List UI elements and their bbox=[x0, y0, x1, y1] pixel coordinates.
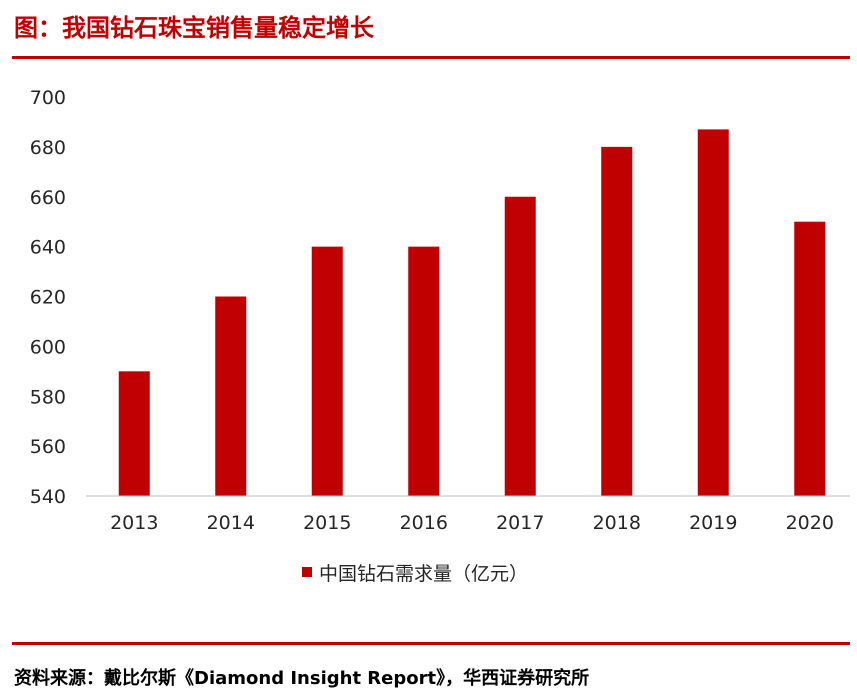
bar-2018 bbox=[601, 146, 633, 496]
bar-2020 bbox=[794, 221, 826, 496]
title-divider bbox=[12, 56, 850, 59]
source-note: 资料来源：戴比尔斯《Diamond Insight Report》，华西证券研究… bbox=[14, 668, 590, 689]
x-tick-label-2017: 2017 bbox=[496, 512, 544, 534]
bar-chart: 540 560 580 600 620 640 660 680 700 2013 2014 2015 2… bbox=[30, 87, 850, 585]
legend-label: 中国钻石需求量（亿元） bbox=[319, 563, 528, 585]
y-tick-label-8: 700 bbox=[30, 87, 66, 109]
bar-2013 bbox=[118, 371, 150, 496]
y-tick-label-3: 600 bbox=[30, 336, 66, 358]
y-tick-label-0: 540 bbox=[30, 486, 66, 508]
y-tick-label-5: 640 bbox=[30, 237, 66, 259]
y-tick-label-2: 580 bbox=[30, 386, 66, 408]
x-tick-label-2018: 2018 bbox=[593, 512, 641, 534]
bar-2016 bbox=[408, 246, 440, 496]
x-tick-label-2020: 2020 bbox=[786, 512, 834, 534]
legend-swatch bbox=[302, 567, 312, 577]
bar-2014 bbox=[215, 296, 247, 496]
x-tick-label-2014: 2014 bbox=[207, 512, 255, 534]
chart-title: 图：我国钻石珠宝销售量稳定增长 bbox=[14, 14, 374, 42]
x-tick-label-2016: 2016 bbox=[400, 512, 448, 534]
x-tick-label-2013: 2013 bbox=[110, 512, 158, 534]
bar-2017 bbox=[504, 196, 536, 496]
bar-2015 bbox=[311, 246, 343, 496]
y-tick-label-6: 660 bbox=[30, 187, 66, 209]
y-tick-label-4: 620 bbox=[30, 287, 66, 309]
x-tick-label-2019: 2019 bbox=[689, 512, 737, 534]
y-tick-label-1: 560 bbox=[30, 436, 66, 458]
footer-divider bbox=[12, 642, 850, 645]
y-tick-label-7: 680 bbox=[30, 137, 66, 159]
bar-2019 bbox=[697, 129, 729, 496]
x-tick-label-2015: 2015 bbox=[303, 512, 351, 534]
